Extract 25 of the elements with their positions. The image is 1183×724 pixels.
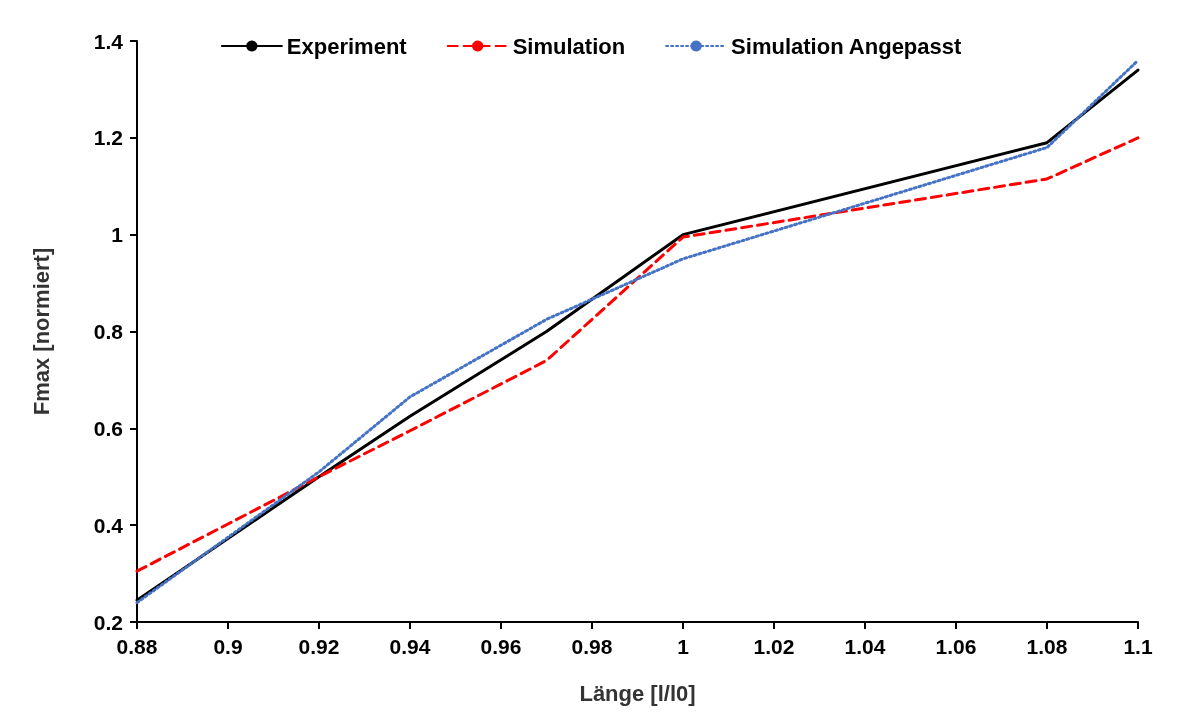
y-tick-label: 1.2: [93, 126, 123, 150]
x-tick-label: 0.92: [298, 635, 340, 658]
y-axis-title: Fmax [normiert]: [28, 247, 54, 416]
x-tick-label: 1.04: [844, 635, 886, 658]
legend-label: Simulation: [512, 33, 626, 59]
y-tick-label: 0.4: [93, 513, 124, 537]
x-tick-label: 0.96: [480, 635, 522, 658]
legend-label: Experiment: [286, 33, 408, 59]
y-tick-label: 0.2: [93, 610, 123, 634]
x-tick-label: 0.94: [389, 635, 431, 658]
x-tick-label: 0.98: [571, 635, 613, 658]
legend-label: Simulation Angepasst: [731, 33, 963, 59]
x-tick-label: 1.02: [753, 635, 795, 658]
x-tick-label: 0.88: [116, 635, 158, 658]
line-series: [135, 136, 1140, 573]
y-tick-label: 1.4: [93, 29, 124, 53]
x-tick-label: 1.06: [935, 635, 977, 658]
y-tick-label: 1: [111, 223, 124, 247]
y-tick-label: 0.6: [93, 416, 123, 440]
x-tick-label: 1.1: [1123, 635, 1153, 658]
y-tick-label: 0.8: [93, 320, 124, 343]
x-tick-label: 1.08: [1026, 635, 1068, 658]
x-tick-label: 1: [677, 635, 690, 658]
x-axis-title: Länge [l/l0]: [579, 680, 696, 706]
x-tick-label: 0.9: [213, 635, 243, 658]
